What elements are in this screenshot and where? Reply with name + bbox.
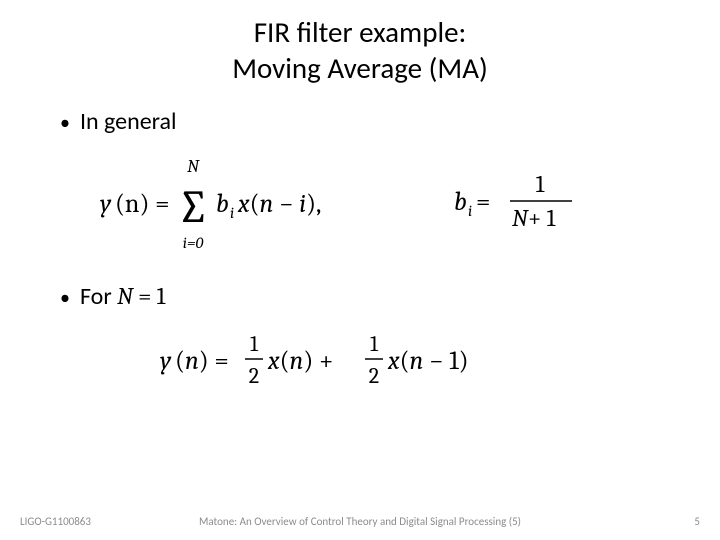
bullet-dot-icon: • bbox=[60, 286, 70, 310]
eq2-frac2-den: 2 bbox=[369, 363, 379, 389]
title-line-2: Moving Average (MA) bbox=[0, 50, 720, 86]
eq-b-sub: i bbox=[230, 204, 234, 222]
equation-yn-half: y (n) = 1 2 x(n) + 1 2 x(n − 1) bbox=[160, 329, 520, 393]
eq-y: y bbox=[100, 189, 112, 219]
equation-row-1: y (n) = N ∑ i=0 b i x(n − i), b i = 1 N … bbox=[100, 154, 664, 254]
sigma-icon: ∑ bbox=[177, 181, 210, 234]
equation-general: y (n) = N ∑ i=0 b i x(n − i), b i = 1 N … bbox=[100, 154, 664, 254]
equation-n1: y (n) = 1 2 x(n) + 1 2 x(n − 1) bbox=[160, 329, 664, 393]
bi-denom-n: N bbox=[512, 204, 529, 232]
eq-b: b bbox=[216, 189, 229, 219]
bullet-text-1: In general bbox=[80, 107, 177, 136]
slide-footer: LIGO-G1100863 Matone: An Overview of Con… bbox=[0, 515, 720, 528]
bi-var: b bbox=[454, 187, 467, 217]
bi-num: 1 bbox=[536, 170, 545, 198]
eq-yn: (n) = bbox=[115, 189, 170, 219]
bullet-in-general: • In general bbox=[60, 107, 664, 136]
eq2-term1: x(n) + bbox=[267, 346, 333, 376]
slide-body: • In general y (n) = N ∑ i=0 b i x(n − i… bbox=[0, 97, 720, 393]
eq-xni: x(n − i), bbox=[237, 189, 321, 219]
slide-title: FIR filter example: Moving Average (MA) bbox=[0, 0, 720, 97]
eq2-y: y bbox=[160, 346, 172, 376]
eq2-frac1-den: 2 bbox=[249, 363, 259, 389]
bi-denom-plus1: + 1 bbox=[528, 204, 556, 232]
bullet-text-2: For N = 1 bbox=[80, 282, 165, 311]
equation-sum: y (n) = N ∑ i=0 b i x(n − i), bbox=[100, 154, 360, 254]
eq2-frac2-num: 1 bbox=[370, 331, 379, 357]
footer-left: LIGO-G1100863 bbox=[20, 515, 91, 528]
eq2-yn: (n) = bbox=[175, 346, 229, 376]
bullet-dot-icon: • bbox=[60, 111, 70, 135]
eq2-frac1-num: 1 bbox=[250, 331, 259, 357]
bullet-for-n1: • For N = 1 bbox=[60, 282, 664, 311]
title-line-1: FIR filter example: bbox=[0, 14, 720, 50]
sum-upper: N bbox=[187, 156, 200, 177]
eq2-term2: x(n − 1) bbox=[387, 346, 469, 376]
footer-page-number: 5 bbox=[694, 515, 700, 528]
footer-center: Matone: An Overview of Control Theory an… bbox=[199, 515, 521, 528]
bi-eq: = bbox=[476, 187, 490, 217]
sum-lower: i=0 bbox=[183, 234, 204, 252]
equation-bi: b i = 1 N + 1 bbox=[454, 164, 604, 244]
bi-sub: i bbox=[468, 202, 472, 220]
